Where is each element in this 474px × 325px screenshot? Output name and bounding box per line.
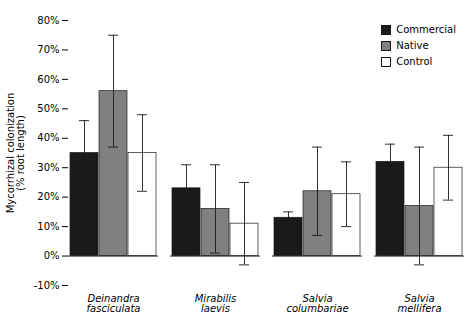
- svg-text:30%: 30%: [37, 162, 59, 173]
- svg-text:Deinandrafasciculata: Deinandrafasciculata: [87, 293, 141, 314]
- svg-text:-10%: -10%: [34, 280, 60, 291]
- svg-text:Salviacolumbariae: Salviacolumbariae: [286, 293, 348, 314]
- html-text:Native: Native: [396, 40, 429, 51]
- svg-text:Mycorrhizal colonization(% roo: Mycorrhizal colonization(% root length): [5, 93, 26, 214]
- svg-text:80%: 80%: [37, 15, 59, 26]
- svg-text:40%: 40%: [37, 132, 59, 143]
- html-text:Control: Control: [396, 56, 433, 67]
- svg-text:Mirabilislaevis: Mirabilislaevis: [195, 293, 237, 314]
- svg-text:20%: 20%: [37, 191, 59, 202]
- svg-text:0%: 0%: [44, 250, 60, 261]
- svg-text:70%: 70%: [37, 44, 59, 55]
- svg-text:Salviamellifera: Salviamellifera: [397, 293, 441, 314]
- svg-text:50%: 50%: [37, 103, 59, 114]
- svg-text:10%: 10%: [37, 221, 59, 232]
- html-text:Commercial: Commercial: [396, 24, 456, 35]
- svg-text:60%: 60%: [37, 74, 59, 85]
